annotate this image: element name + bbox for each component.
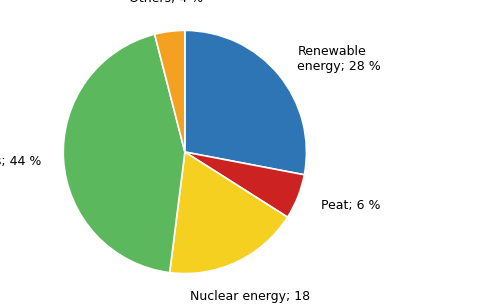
Wedge shape — [170, 152, 287, 274]
Text: Others; 4 %: Others; 4 % — [129, 0, 203, 5]
Text: Renewable
energy; 28 %: Renewable energy; 28 % — [297, 45, 381, 73]
Text: Fossil fuels; 44 %: Fossil fuels; 44 % — [0, 154, 42, 168]
Wedge shape — [155, 30, 185, 152]
Wedge shape — [63, 34, 185, 273]
Wedge shape — [185, 30, 307, 175]
Wedge shape — [185, 152, 304, 217]
Text: Nuclear energy; 18
%: Nuclear energy; 18 % — [189, 289, 310, 304]
Text: Peat; 6 %: Peat; 6 % — [320, 199, 380, 212]
